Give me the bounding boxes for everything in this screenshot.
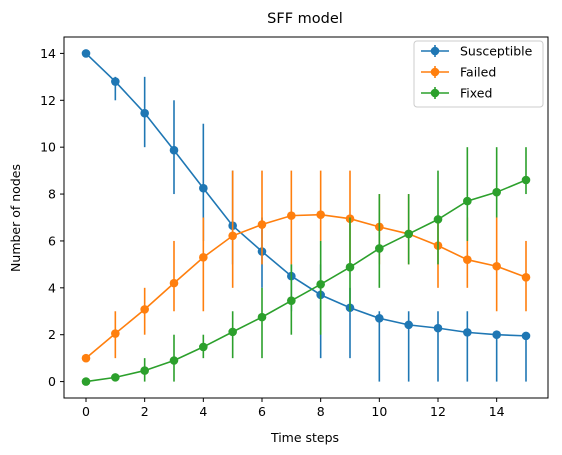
data-point-fixed — [345, 262, 355, 272]
ticks-layer: 0 2 4 6 8 10 12 14 0 2 4 6 8 10 12 14 — [40, 46, 505, 419]
data-point-fixed — [463, 196, 472, 206]
legend-marker-susceptible — [430, 46, 440, 56]
chart-title: SFF model — [267, 11, 343, 27]
legend-marker-fixed — [430, 88, 440, 98]
legend-label-failed: Failed — [460, 65, 496, 80]
legend-label-susceptible: Susceptible — [460, 44, 533, 59]
data-point-susceptible — [111, 77, 120, 86]
data-point-failed — [257, 220, 267, 229]
series-line-susceptible — [85, 52, 527, 337]
data-point-failed — [463, 255, 472, 264]
y-tick-label: 8 — [48, 187, 56, 202]
x-tick-label: 12 — [430, 404, 446, 419]
data-point-susceptible — [521, 331, 531, 341]
x-tick-label: 6 — [258, 404, 266, 419]
series-susceptible — [81, 49, 531, 382]
data-point-fixed — [228, 327, 237, 337]
data-point-fixed — [492, 187, 501, 197]
data-point-failed — [521, 272, 531, 282]
data-point-susceptible — [81, 49, 91, 58]
legend-marker-failed — [430, 67, 440, 77]
data-point-fixed — [287, 296, 296, 306]
series-layer — [81, 49, 531, 386]
legend: Susceptible Failed Fixed — [413, 40, 544, 108]
data-point-fixed — [199, 342, 208, 352]
data-point-susceptible — [169, 145, 179, 155]
legend-label-fixed: Fixed — [460, 86, 492, 101]
x-tick-label: 0 — [82, 404, 90, 419]
y-tick-label: 12 — [40, 93, 56, 108]
x-tick-label: 14 — [489, 404, 505, 419]
y-tick-label: 0 — [48, 374, 56, 389]
x-axis-label: Time steps — [270, 430, 339, 445]
x-tick-label: 10 — [371, 404, 387, 419]
series-fixed — [81, 147, 531, 386]
legend-item-failed: Failed — [421, 65, 496, 80]
legend-box — [413, 40, 544, 108]
data-point-fixed — [140, 366, 149, 375]
data-point-susceptible — [433, 323, 443, 333]
y-axis-label: Number of nodes — [8, 164, 23, 272]
x-tick-label: 8 — [317, 404, 325, 419]
x-tick-label: 4 — [199, 404, 207, 419]
y-tick-label: 10 — [40, 140, 56, 155]
y-tick-label: 4 — [48, 280, 56, 295]
series-failed — [81, 170, 531, 363]
x-tick-label: 2 — [141, 404, 149, 419]
data-point-failed — [287, 211, 296, 220]
data-point-fixed — [169, 356, 179, 365]
data-point-failed — [81, 353, 91, 363]
data-point-failed — [111, 329, 120, 338]
data-point-failed — [169, 278, 179, 288]
data-point-failed — [228, 231, 237, 241]
series-line-failed — [85, 213, 527, 359]
data-point-fixed — [375, 244, 384, 253]
data-point-susceptible — [199, 183, 208, 193]
legend-item-susceptible: Susceptible — [421, 44, 533, 59]
data-point-fixed — [521, 175, 531, 185]
data-point-susceptible — [463, 328, 472, 337]
data-point-susceptible — [140, 108, 149, 118]
series-line-fixed — [85, 179, 527, 383]
data-point-fixed — [111, 373, 120, 382]
data-point-susceptible — [375, 313, 384, 323]
data-point-failed — [199, 253, 208, 262]
data-point-fixed — [433, 215, 443, 224]
data-point-fixed — [404, 229, 413, 239]
y-tick-label: 2 — [48, 327, 56, 342]
data-point-fixed — [81, 377, 91, 386]
data-point-susceptible — [492, 330, 501, 340]
y-tick-label: 6 — [48, 233, 56, 248]
plot-frame — [63, 36, 549, 399]
data-point-failed — [140, 305, 149, 314]
data-point-failed — [316, 210, 325, 219]
data-point-failed — [492, 261, 501, 271]
data-point-fixed — [257, 312, 267, 322]
legend-item-fixed: Fixed — [421, 86, 492, 101]
data-point-susceptible — [404, 320, 413, 330]
data-point-fixed — [316, 280, 325, 289]
y-tick-label: 14 — [40, 46, 56, 61]
